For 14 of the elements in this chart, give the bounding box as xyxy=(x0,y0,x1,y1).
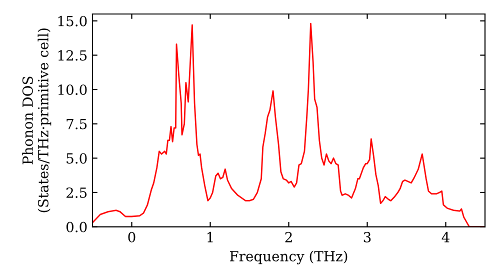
y-axis-title: Phonon DOS (States/THz·primitive cell) xyxy=(22,28,52,212)
y-tick-label: 10.0 xyxy=(58,84,87,95)
x-tick-label: 4 xyxy=(442,232,450,242)
y-tick-label: 7.5 xyxy=(66,118,87,130)
y-tick-label: 2.5 xyxy=(66,187,87,198)
x-axis-title: Frequency (THz) xyxy=(230,250,348,264)
x-tick-label: 3 xyxy=(364,232,371,242)
x-tick-label: 0 xyxy=(128,232,136,242)
y-tick-label: 5.0 xyxy=(66,153,87,164)
y-tick-label: 12.5 xyxy=(58,50,87,61)
y-tick-label: 15.0 xyxy=(58,16,87,26)
x-tick-label: 1 xyxy=(208,232,213,242)
x-tick-label: 2 xyxy=(285,232,292,242)
y-tick-label: 0.0 xyxy=(66,222,87,232)
